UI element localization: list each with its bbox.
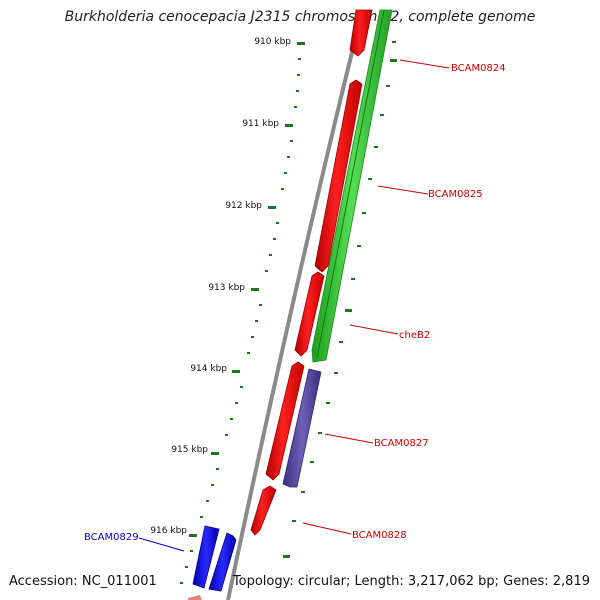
ruler-ticks — [180, 42, 305, 584]
chromosome-backbone — [226, 11, 364, 600]
gene-bar-bcam0825[interactable] — [314, 79, 363, 273]
ruler-major-ticks — [189, 42, 305, 537]
gene-label-bcam0829[interactable]: BCAM0829 — [84, 532, 139, 543]
gene-bar-bcam0824[interactable] — [349, 9, 373, 57]
ruler-labels: 910 kbp 911 kbp 912 kbp 913 kbp 914 kbp … — [150, 37, 291, 536]
gene-label-bcam0827[interactable]: BCAM0827 — [374, 438, 429, 449]
ruler-label: 912 kbp — [225, 201, 262, 211]
gene-bar-bcam0829-a[interactable] — [192, 525, 220, 589]
ruler-label: 915 kbp — [171, 445, 208, 455]
gene-labels: BCAM0824 BCAM0825 cheB2 BCAM0827 BCAM082… — [84, 63, 506, 543]
gene-label-bcam0825[interactable]: BCAM0825 — [428, 189, 483, 200]
gene-bar-partial — [188, 595, 202, 600]
gene-bar-green[interactable] — [311, 9, 393, 363]
map-title: Burkholderia cenocepacia J2315 chromosom… — [64, 9, 536, 25]
gene-bar-cheb2[interactable] — [294, 271, 325, 357]
gene-bar-bcam0827[interactable] — [282, 368, 322, 488]
gene-label-cheb2[interactable]: cheB2 — [399, 330, 430, 341]
ruler-minor-ticks — [180, 58, 301, 584]
accession-value: NC_011001 — [81, 574, 157, 589]
gene-callout-blue — [138, 537, 185, 552]
accession-label: Accession: — [9, 574, 78, 589]
ruler-label: 911 kbp — [242, 119, 279, 129]
accession-info: Accession: NC_011001 — [9, 574, 157, 589]
gene-bar-bcam0827-red[interactable] — [265, 361, 305, 481]
ruler-label: 916 kbp — [150, 526, 187, 536]
ruler-label: 913 kbp — [208, 283, 245, 293]
gene-bar-bcam0828[interactable] — [250, 485, 277, 536]
gene-bar-green-edge — [316, 9, 385, 359]
gene-bar-bcam0829-b[interactable] — [208, 532, 237, 592]
ruler-label: 914 kbp — [190, 364, 227, 374]
gene-label-bcam0824[interactable]: BCAM0824 — [451, 63, 506, 74]
topology-info: Topology: circular; Length: 3,217,062 bp… — [232, 574, 590, 589]
ruler-label: 910 kbp — [254, 37, 291, 47]
gene-label-bcam0828[interactable]: BCAM0828 — [352, 530, 407, 541]
outer-ticks — [283, 41, 397, 558]
gene-callouts — [302, 59, 450, 535]
